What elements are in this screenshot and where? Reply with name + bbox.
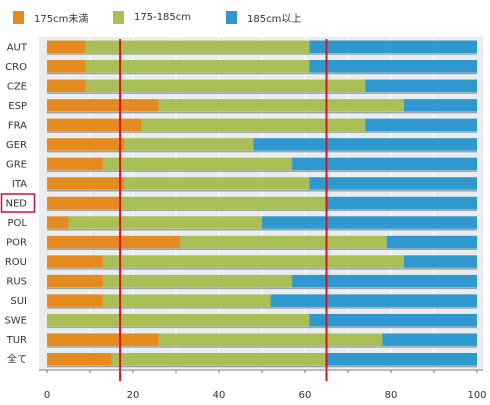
category-label: GRE — [6, 159, 27, 170]
category-label: TUR — [6, 335, 27, 346]
category-label: FRA — [8, 120, 27, 131]
bar-segment — [158, 333, 383, 346]
bar-segment — [120, 196, 327, 210]
bar-segment — [403, 99, 477, 112]
legend-label: 175-185cm — [134, 11, 192, 23]
bar-segment — [141, 118, 366, 132]
category-label: 全て — [7, 353, 27, 366]
bar-segment — [102, 294, 271, 307]
x-tick-label: 40 — [213, 390, 226, 401]
bar-segment — [47, 313, 310, 327]
legend-item: 175cm未満 — [13, 10, 89, 25]
bar-segment — [47, 352, 112, 366]
bar-segment — [85, 40, 310, 54]
legend-item: 175-185cm — [113, 10, 191, 24]
bar-segment — [326, 196, 477, 210]
bar-segment — [386, 235, 477, 249]
bar-segment — [253, 138, 477, 151]
bar-segment — [262, 216, 477, 229]
bar-segment — [365, 79, 477, 93]
legend-swatch — [113, 10, 124, 24]
category-label: GER — [6, 140, 27, 151]
category-label: RUS — [6, 277, 27, 288]
bar-segment — [47, 40, 86, 54]
bar-segment — [85, 79, 366, 93]
category-label: POR — [6, 238, 27, 249]
bar-segment — [47, 99, 159, 112]
bar-segment — [365, 118, 477, 132]
category-label: POL — [8, 218, 28, 229]
x-tick-label: 20 — [127, 390, 140, 401]
category-label: NED — [6, 199, 28, 210]
bar-segment — [47, 60, 86, 73]
legend-swatch — [13, 10, 24, 24]
bar-segment — [292, 274, 477, 288]
bar-segment — [47, 255, 103, 268]
bar-segment — [309, 313, 477, 327]
chart-legend: 175cm未満 175-185cm 185cm以上 — [0, 0, 490, 34]
bar-segment — [47, 138, 125, 151]
bar-segment — [382, 333, 477, 346]
bar-segment — [47, 79, 86, 93]
bar-segment — [403, 255, 477, 268]
category-label: ESP — [8, 101, 27, 112]
bar-segment — [47, 294, 103, 307]
x-tick-label: 0 — [44, 390, 50, 401]
bar-segment — [47, 274, 103, 288]
legend-label: 185cm以上 — [247, 13, 302, 25]
highlight-box — [0, 193, 36, 213]
bar-segment — [270, 294, 477, 307]
bar-segment — [309, 60, 477, 73]
bar-segment — [47, 333, 159, 346]
category-label: SUI — [10, 296, 27, 307]
bar-segment — [292, 157, 477, 171]
bar-segment — [111, 352, 327, 366]
category-label: ROU — [5, 257, 27, 268]
bar-segment — [47, 216, 69, 229]
bar-segment — [68, 216, 262, 229]
bar-segment — [47, 235, 181, 249]
bar-segment — [47, 157, 103, 171]
bar-segment — [124, 177, 310, 190]
bar-segment — [309, 177, 477, 190]
bar-segment — [180, 235, 387, 249]
bar-segment — [47, 118, 142, 132]
category-label: SWE — [4, 316, 27, 327]
bar-segment — [326, 352, 477, 366]
bar-segment — [85, 60, 310, 73]
category-label: AUT — [7, 42, 28, 53]
bar-segment — [47, 177, 125, 190]
bar-segment — [158, 99, 404, 112]
x-tick-label: 100 — [467, 390, 486, 401]
bar-segment — [102, 274, 293, 288]
legend-label: 175cm未満 — [34, 13, 89, 25]
legend-swatch — [226, 10, 237, 24]
category-label: CRO — [5, 62, 27, 73]
bar-segment — [102, 157, 293, 171]
x-tick-label: 60 — [299, 390, 312, 401]
bar-segment — [124, 138, 254, 151]
bar-segment — [309, 40, 477, 54]
x-tick-label: 80 — [385, 390, 398, 401]
bar-segment — [102, 255, 404, 268]
bar-segment — [47, 196, 121, 210]
category-label: ITA — [12, 179, 27, 190]
category-label: CZE — [7, 81, 27, 92]
legend-item: 185cm以上 — [226, 10, 302, 25]
